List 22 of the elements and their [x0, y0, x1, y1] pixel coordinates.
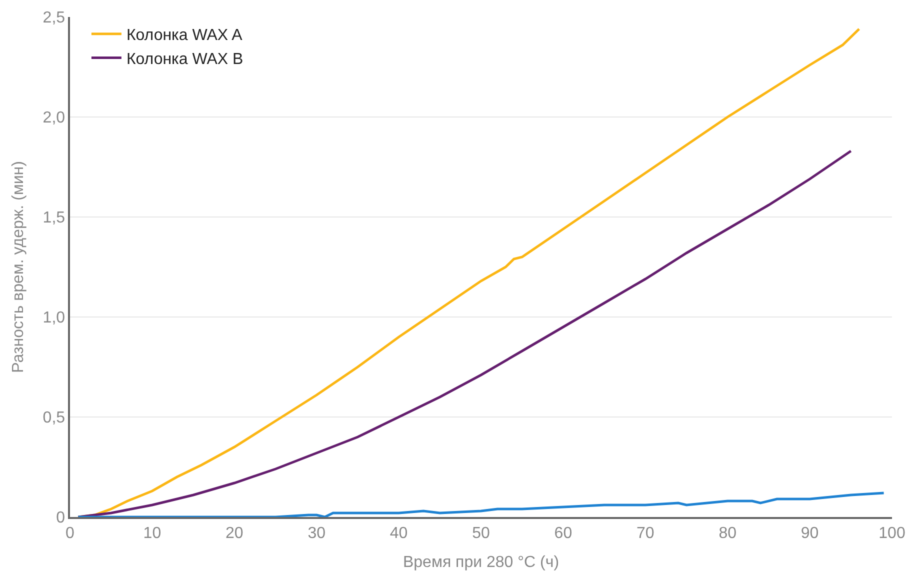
y-tick-label: 1,0	[42, 310, 66, 327]
x-tick-label: 30	[308, 524, 326, 542]
x-tick-label: 60	[554, 524, 572, 542]
y-axis-title: Разность врем. удерж. (мин)	[10, 161, 28, 373]
legend-label: Колонка WAX B	[126, 50, 244, 68]
x-tick-label: 80	[718, 524, 737, 542]
y-tick-label: 0,5	[42, 410, 66, 427]
line-series	[76, 150, 852, 517]
x-tick-label: 70	[636, 524, 654, 542]
y-tick-label: 2,5	[42, 10, 66, 27]
legend-label: Колонка WAX A	[126, 27, 243, 44]
x-axis-title: Время при 280 °C (ч)	[402, 554, 560, 572]
x-tick-label: 50	[472, 524, 490, 542]
line-series	[76, 492, 886, 517]
x-tick-label: 100	[878, 524, 906, 542]
x-tick-label: 10	[143, 524, 162, 542]
y-tick-label: 0	[56, 510, 66, 527]
x-tick-label: 90	[800, 524, 819, 542]
x-tick-label: 20	[226, 524, 244, 542]
y-tick-label: 1,5	[42, 210, 66, 227]
x-tick-label: 40	[390, 524, 408, 542]
y-tick-label: 2,0	[42, 110, 66, 127]
